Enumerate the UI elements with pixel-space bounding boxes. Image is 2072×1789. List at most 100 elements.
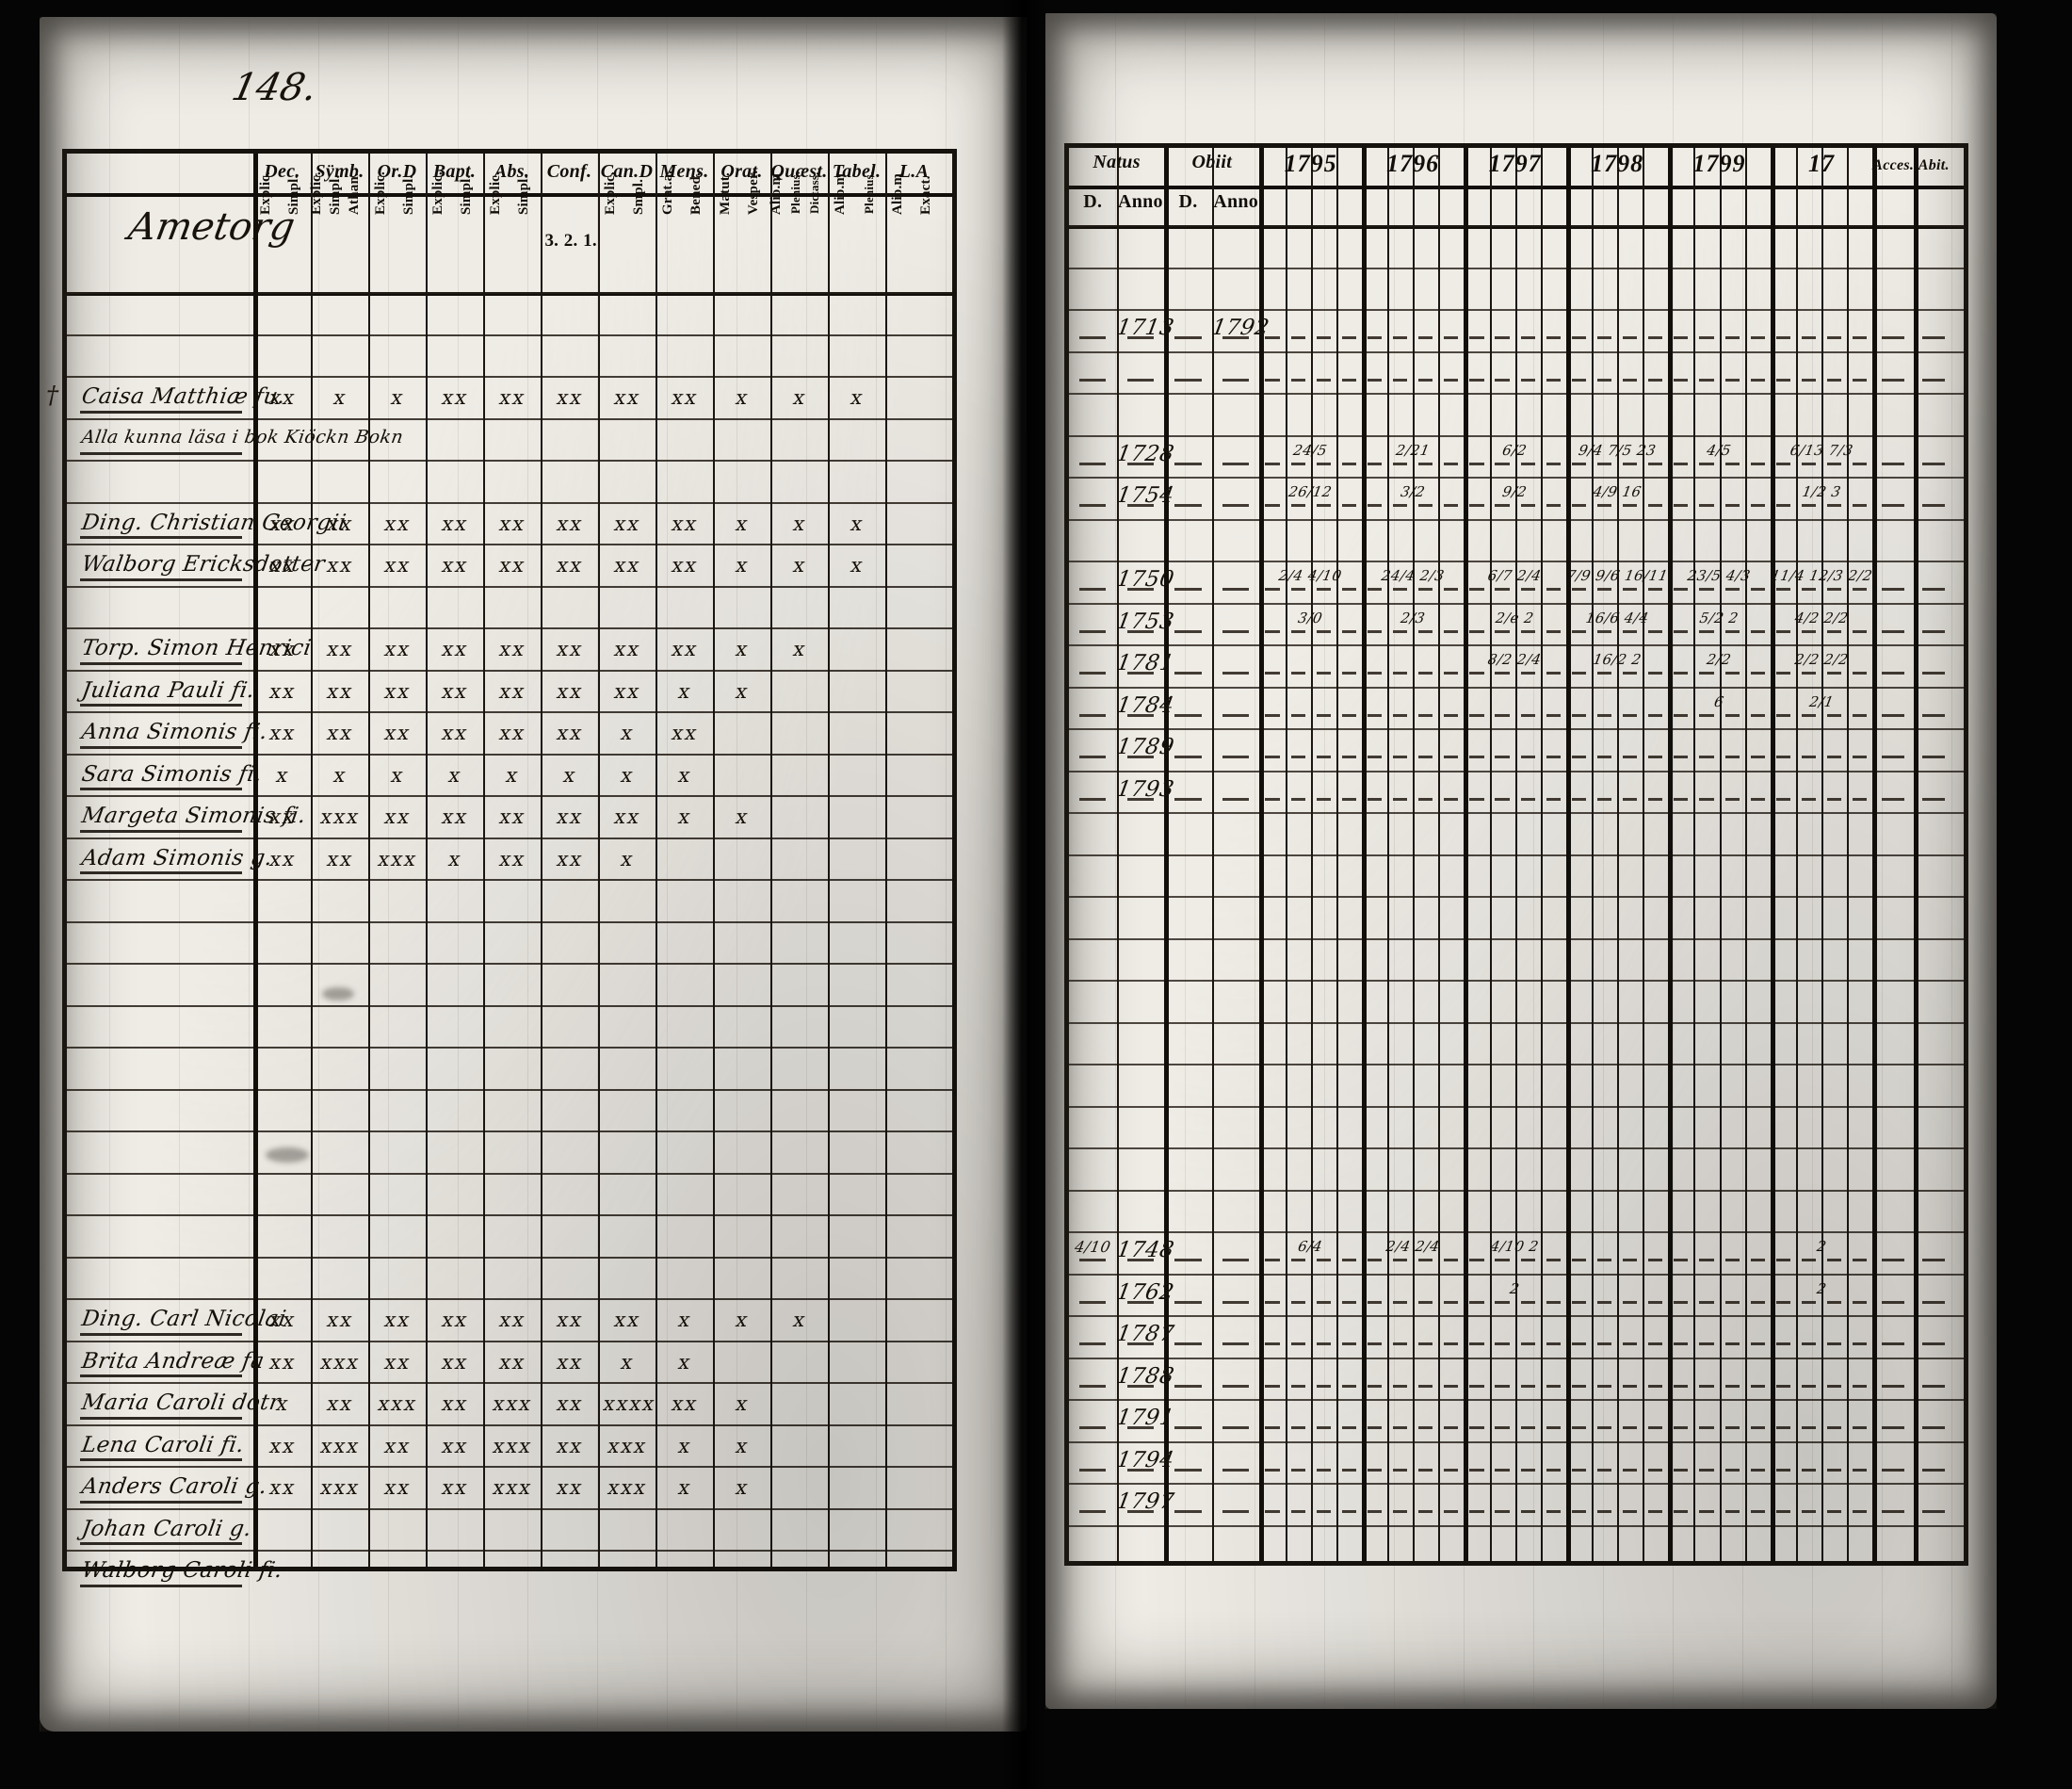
cell-leader-dash bbox=[1826, 713, 1842, 717]
name-underline bbox=[80, 410, 242, 414]
ink-smudge bbox=[322, 987, 354, 1000]
cell-leader-dash bbox=[1623, 1468, 1638, 1472]
cell-leader-dash bbox=[1341, 1426, 1356, 1430]
cell-leader-dash bbox=[1546, 1259, 1561, 1262]
cell-leader-dash bbox=[1444, 588, 1459, 592]
table-column-rule bbox=[1872, 148, 1878, 1561]
examination-tick-mark: xx bbox=[440, 1476, 471, 1499]
examination-tick-mark: xx bbox=[497, 847, 528, 870]
cell-leader-dash bbox=[1724, 462, 1740, 465]
cell-leader-dash bbox=[1596, 588, 1612, 592]
table-column-rule bbox=[1335, 148, 1338, 1561]
attendance-value-17: 2/2 2/2 bbox=[1793, 651, 1850, 668]
column-subheader: Explic. bbox=[429, 171, 445, 215]
cell-leader-dash bbox=[1079, 378, 1107, 382]
cell-leader-dash bbox=[1174, 1300, 1202, 1304]
cell-leader-dash bbox=[1801, 756, 1817, 759]
table-column-rule bbox=[541, 154, 542, 1567]
examination-tick-mark: xx bbox=[382, 1434, 413, 1457]
table-column-rule bbox=[483, 154, 485, 1567]
cell-leader-dash bbox=[1922, 1468, 1946, 1472]
cell-leader-dash bbox=[1079, 672, 1107, 675]
cell-leader-dash bbox=[1674, 1300, 1689, 1304]
examination-tick-mark: xx bbox=[267, 1434, 299, 1457]
examination-tick-mark: xx bbox=[612, 805, 643, 828]
attendance-value-1799: 5/2 2 bbox=[1698, 609, 1740, 626]
cell-leader-dash bbox=[1265, 1259, 1280, 1262]
attendance-value-1796: 24/4 2/3 bbox=[1380, 567, 1447, 584]
cell-leader-dash bbox=[1546, 797, 1561, 801]
cell-leader-dash bbox=[1853, 672, 1868, 675]
cell-leader-dash bbox=[1079, 588, 1107, 592]
cell-leader-dash bbox=[1826, 1259, 1842, 1262]
cell-leader-dash bbox=[1853, 588, 1868, 592]
examination-tick-mark: x bbox=[734, 1309, 752, 1331]
cell-leader-dash bbox=[1623, 336, 1638, 340]
cell-leader-dash bbox=[1596, 672, 1612, 675]
cell-leader-dash bbox=[1174, 378, 1202, 382]
attendance-value-17: 2/1 bbox=[1807, 692, 1836, 710]
cell-leader-dash bbox=[1316, 504, 1331, 508]
cell-leader-dash bbox=[1881, 588, 1905, 592]
examination-tick-mark: xx bbox=[555, 1392, 586, 1415]
natus-year-value: 1789 bbox=[1114, 735, 1176, 759]
cell-leader-dash bbox=[1290, 1426, 1305, 1430]
cell-leader-dash bbox=[1699, 713, 1714, 717]
examination-tick-mark: xxx bbox=[491, 1434, 535, 1457]
cell-leader-dash bbox=[1922, 672, 1946, 675]
name-underline bbox=[80, 829, 242, 833]
cell-leader-dash bbox=[1775, 1426, 1790, 1430]
cell-leader-dash bbox=[1469, 1342, 1484, 1346]
cell-leader-dash bbox=[1222, 1510, 1250, 1514]
cell-leader-dash bbox=[1341, 1384, 1356, 1388]
cell-leader-dash bbox=[1699, 672, 1714, 675]
obiit-year-value: 1792 bbox=[1209, 316, 1271, 340]
cell-leader-dash bbox=[1495, 1468, 1510, 1472]
cell-leader-dash bbox=[1520, 336, 1535, 340]
cell-leader-dash bbox=[1174, 1426, 1202, 1430]
column-header-orat: Orat. bbox=[720, 161, 763, 182]
table-row-rule bbox=[67, 1382, 952, 1384]
cell-leader-dash bbox=[1418, 672, 1433, 675]
examination-tick-mark: xx bbox=[555, 554, 586, 577]
table-row-rule bbox=[67, 1088, 952, 1091]
examination-tick-mark: xx bbox=[440, 1309, 471, 1331]
cell-leader-dash bbox=[1623, 629, 1638, 633]
cell-leader-dash bbox=[1495, 1510, 1510, 1514]
cell-leader-dash bbox=[1341, 1342, 1356, 1346]
examination-tick-mark: xx bbox=[555, 722, 586, 744]
cell-leader-dash bbox=[1801, 713, 1817, 717]
cell-leader-dash bbox=[1699, 1259, 1714, 1262]
register-person-name: Lena Caroli fi. bbox=[79, 1432, 247, 1457]
right-page: Natus Obiit 1795 1796 1797 1798 1799 17 Acces. Ab… bbox=[1045, 13, 1997, 1709]
cell-leader-dash bbox=[1469, 1426, 1484, 1430]
cell-leader-dash bbox=[1648, 672, 1663, 675]
examination-tick-mark: xx bbox=[382, 805, 413, 828]
cell-leader-dash bbox=[1853, 629, 1868, 633]
examination-tick-mark: xx bbox=[670, 512, 701, 535]
examination-tick-mark: xx bbox=[440, 679, 471, 703]
cell-leader-dash bbox=[1750, 588, 1765, 592]
cell-leader-dash bbox=[1546, 1468, 1561, 1472]
cell-leader-dash bbox=[1801, 1468, 1817, 1472]
cell-leader-dash bbox=[1520, 1510, 1535, 1514]
examination-tick-mark: xx bbox=[382, 512, 413, 535]
cell-leader-dash bbox=[1648, 1259, 1663, 1262]
cell-leader-dash bbox=[1750, 1342, 1765, 1346]
table-rule bbox=[67, 292, 952, 296]
table-column-rule bbox=[1438, 148, 1441, 1561]
cell-leader-dash bbox=[1571, 629, 1586, 633]
examination-tick-mark: xx bbox=[325, 1392, 356, 1415]
examination-tick-mark: x bbox=[676, 1350, 694, 1374]
cell-leader-dash bbox=[1418, 713, 1433, 717]
cell-leader-dash bbox=[1801, 462, 1817, 465]
examination-tick-mark: x bbox=[849, 386, 866, 409]
cell-leader-dash bbox=[1648, 797, 1663, 801]
cell-leader-dash bbox=[1316, 1426, 1331, 1430]
cell-leader-dash bbox=[1495, 462, 1510, 465]
cell-leader-dash bbox=[1418, 1384, 1433, 1388]
cell-leader-dash bbox=[1750, 378, 1765, 382]
cell-leader-dash bbox=[1520, 1342, 1535, 1346]
cell-leader-dash bbox=[1174, 756, 1202, 759]
cell-leader-dash bbox=[1881, 1342, 1905, 1346]
